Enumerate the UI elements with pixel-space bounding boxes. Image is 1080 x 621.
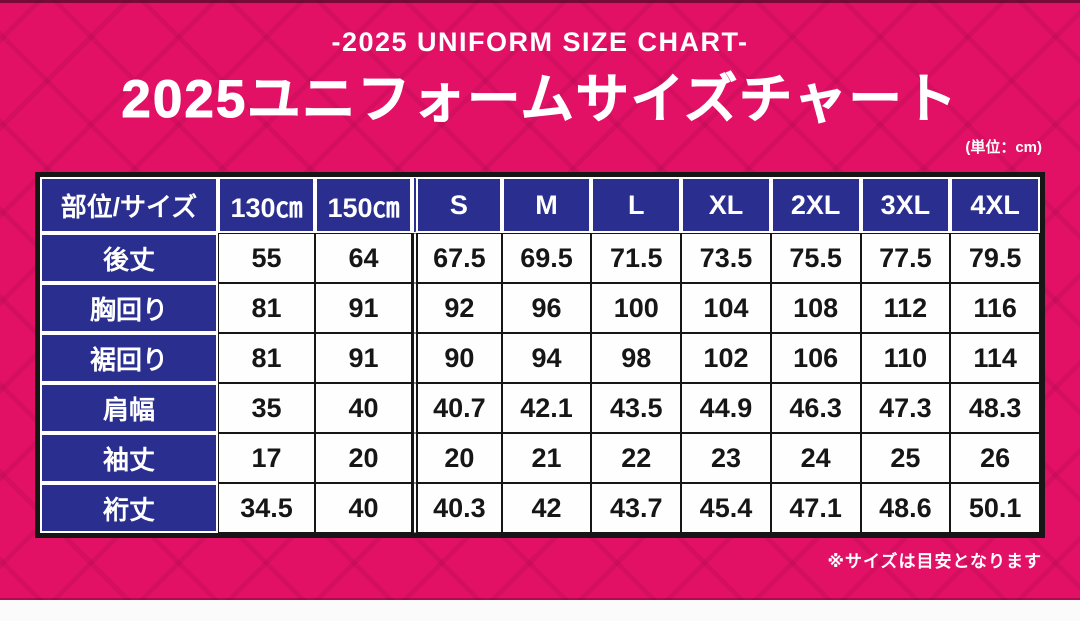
- size-value-cell: 20: [315, 433, 412, 483]
- size-value-cell: 40.7: [412, 383, 502, 433]
- row-label: 肩幅: [40, 383, 218, 433]
- size-value-cell: 22: [591, 433, 682, 483]
- size-value-cell: 55: [218, 233, 315, 283]
- size-value-cell: 96: [501, 283, 592, 333]
- table-row: 後丈 55 64 67.5 69.5 71.5 73.5 75.5 77.5 79.5: [40, 233, 1040, 283]
- column-header: L: [591, 177, 682, 233]
- table-row: 胸回り 81 91 92 96 100 104 108 112 116: [40, 283, 1040, 333]
- subtitle-english: -2025 UNIFORM SIZE CHART-: [331, 27, 749, 57]
- size-value-cell: 40.3: [412, 483, 502, 533]
- size-value-cell: 24: [770, 433, 861, 483]
- size-value-cell: 48.6: [860, 483, 951, 533]
- size-value-cell: 77.5: [860, 233, 951, 283]
- column-header: S: [412, 177, 502, 233]
- column-header: XL: [681, 177, 771, 233]
- size-value-cell: 108: [770, 283, 861, 333]
- size-value-cell: 47.3: [860, 383, 951, 433]
- size-value-cell: 17: [218, 433, 315, 483]
- size-value-cell: 35: [218, 383, 315, 433]
- unit-note: (単位：cm): [965, 139, 1042, 156]
- row-label: 胸回り: [40, 283, 218, 333]
- size-value-cell: 69.5: [501, 233, 592, 283]
- size-value-cell: 91: [315, 333, 412, 383]
- size-value-cell: 40: [315, 483, 412, 533]
- corner-header: 部位/サイズ: [40, 177, 218, 233]
- size-value-cell: 110: [860, 333, 951, 383]
- row-label: 後丈: [40, 233, 218, 283]
- size-table-body: 後丈 55 64 67.5 69.5 71.5 73.5 75.5 77.5 79.5 胸回り 81 9…: [40, 233, 1040, 533]
- size-value-cell: 42: [501, 483, 592, 533]
- size-value-cell: 46.3: [770, 383, 861, 433]
- size-value-cell: 64: [315, 233, 412, 283]
- size-value-cell: 43.5: [591, 383, 682, 433]
- row-label: 袖丈: [40, 433, 218, 483]
- size-value-cell: 91: [315, 283, 412, 333]
- size-value-cell: 34.5: [218, 483, 315, 533]
- size-value-cell: 25: [860, 433, 951, 483]
- size-value-cell: 114: [950, 333, 1040, 383]
- column-header: 150㎝: [315, 177, 412, 233]
- size-value-cell: 98: [591, 333, 682, 383]
- size-value-cell: 42.1: [501, 383, 592, 433]
- table-row: 裾回り 81 91 90 94 98 102 106 110 114: [40, 333, 1040, 383]
- row-label: 裾回り: [40, 333, 218, 383]
- size-value-cell: 45.4: [681, 483, 771, 533]
- size-value-cell: 50.1: [950, 483, 1040, 533]
- size-header-row: 部位/サイズ 130㎝ 150㎝ S M L XL 2XL 3XL 4XL: [40, 177, 1040, 233]
- size-value-cell: 116: [950, 283, 1040, 333]
- size-value-cell: 26: [950, 433, 1040, 483]
- size-value-cell: 20: [412, 433, 502, 483]
- size-value-cell: 79.5: [950, 233, 1040, 283]
- column-header: 4XL: [950, 177, 1040, 233]
- size-value-cell: 81: [218, 283, 315, 333]
- page-title: 2025ユニフォームサイズチャート: [121, 70, 959, 130]
- column-header: 130㎝: [218, 177, 315, 233]
- size-value-cell: 67.5: [412, 233, 502, 283]
- size-value-cell: 81: [218, 333, 315, 383]
- size-value-cell: 92: [412, 283, 502, 333]
- table-row: 袖丈 17 20 20 21 22 23 24 25 26: [40, 433, 1040, 483]
- size-value-cell: 100: [591, 283, 682, 333]
- table-row: 裄丈 34.5 40 40.3 42 43.7 45.4 47.1 48.6 50.1: [40, 483, 1040, 533]
- size-value-cell: 40: [315, 383, 412, 433]
- size-table: 部位/サイズ 130㎝ 150㎝ S M L XL 2XL 3XL 4XL 後丈 55 64 67.5…: [40, 177, 1040, 533]
- column-header: M: [501, 177, 592, 233]
- size-value-cell: 106: [770, 333, 861, 383]
- size-value-cell: 48.3: [950, 383, 1040, 433]
- row-label: 裄丈: [40, 483, 218, 533]
- size-value-cell: 102: [681, 333, 771, 383]
- pink-background: -2025 UNIFORM SIZE CHART- 2025ユニフォームサイズチ…: [0, 0, 1080, 600]
- size-value-cell: 47.1: [770, 483, 861, 533]
- footnote: ※サイズは目安となります: [827, 552, 1042, 571]
- size-value-cell: 90: [412, 333, 502, 383]
- size-value-cell: 94: [501, 333, 592, 383]
- size-value-cell: 112: [860, 283, 951, 333]
- size-value-cell: 75.5: [770, 233, 861, 283]
- size-value-cell: 73.5: [681, 233, 771, 283]
- size-value-cell: 43.7: [591, 483, 682, 533]
- column-header: 3XL: [860, 177, 951, 233]
- size-value-cell: 21: [501, 433, 592, 483]
- size-table-wrap: 部位/サイズ 130㎝ 150㎝ S M L XL 2XL 3XL 4XL 後丈 55 64 67.5…: [35, 172, 1045, 538]
- size-value-cell: 44.9: [681, 383, 771, 433]
- table-row: 肩幅 35 40 40.7 42.1 43.5 44.9 46.3 47.3 48.3: [40, 383, 1040, 433]
- size-value-cell: 71.5: [591, 233, 682, 283]
- size-value-cell: 23: [681, 433, 771, 483]
- column-header: 2XL: [770, 177, 861, 233]
- size-value-cell: 104: [681, 283, 771, 333]
